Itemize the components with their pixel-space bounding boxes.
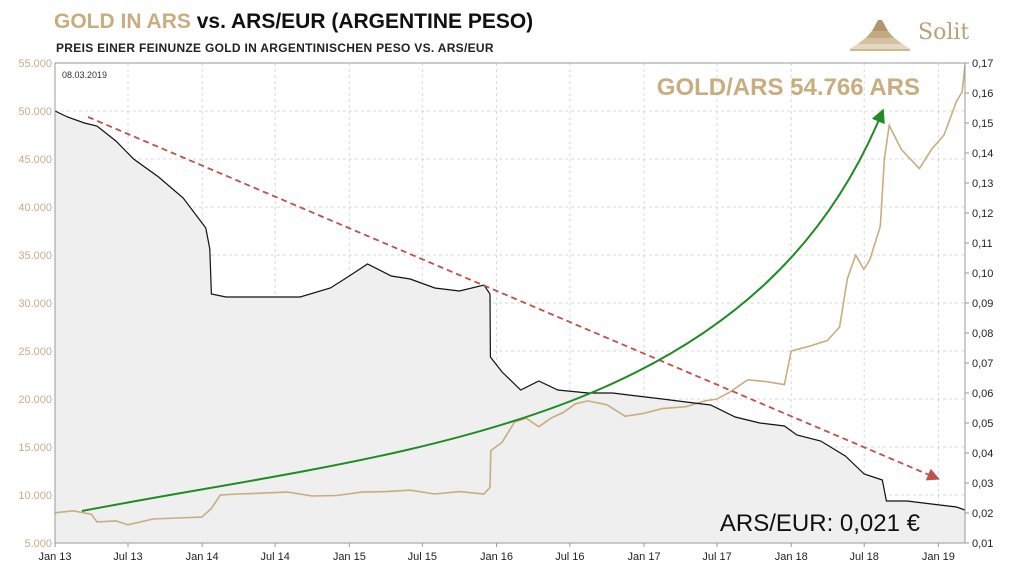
right-tick-label: 0,07 [972,358,993,370]
x-tick-label: Jul 15 [408,551,437,563]
growth-curve-arrow [81,108,885,512]
right-tick-label: 0,10 [972,268,993,280]
x-tick-label: Jan 14 [186,551,219,563]
chart-title: GOLD IN ARS vs. ARS/EUR (ARGENTINE PESO) [54,10,533,34]
logo-text: Solit [918,20,970,45]
date-label: 08.03.2019 [62,70,107,80]
right-tick-label: 0,16 [972,88,993,100]
right-tick-label: 0,02 [972,508,993,520]
x-tick-label: Jul 14 [260,551,289,563]
left-tick-label: 10.000 [18,490,52,502]
ars-eur-line [54,110,966,511]
left-tick-label: 45.000 [18,154,52,166]
chart-title-rest: vs. ARS/EUR (ARGENTINE PESO) [196,10,534,33]
x-tick-label: Jul 18 [850,551,879,563]
right-tick-label: 0,04 [972,448,993,460]
x-axis: Jan 13 Jul 13 Jan 14 Jul 14 Jan 15 Jul 15 Jan … [38,543,955,563]
x-tick-label: Jul 17 [702,551,731,563]
x-tick-label: Jul 13 [113,551,142,563]
pyramid-icon [850,20,910,51]
right-tick-label: 0,03 [972,478,993,490]
right-axis: 0,01 0,02 0,03 0,04 0,05 0,06 0,07 0,08 0,09 0,10… [965,58,993,550]
right-tick-label: 0,13 [972,178,993,190]
downtrend-line [87,116,940,481]
right-tick-label: 0,09 [972,298,993,310]
right-tick-label: 0,08 [972,328,993,340]
ars-eur-area [55,111,965,543]
ars-eur-value-annotation: ARS/EUR: 0,021 € [720,510,921,537]
x-tick-label: Jan 16 [480,551,513,563]
chart-title-gold: GOLD IN ARS [54,10,191,33]
right-tick-label: 0,11 [972,238,993,250]
left-tick-label: 30.000 [18,298,52,310]
left-tick-label: 25.000 [18,346,52,358]
right-tick-label: 0,01 [972,538,993,550]
x-tick-label: Jan 17 [628,551,661,563]
right-tick-label: 0,15 [972,118,993,130]
gold-value-annotation: GOLD/ARS 54.766 ARS [657,74,920,101]
left-tick-label: 50.000 [18,106,52,118]
x-tick-label: Jan 13 [38,551,71,563]
right-tick-label: 0,14 [972,148,993,160]
chart-subtitle: PREIS EINER FEINUNZE GOLD IN ARGENTINISC… [56,41,494,55]
left-tick-label: 15.000 [18,442,52,454]
x-tick-label: Jan 18 [775,551,808,563]
left-tick-label: 40.000 [18,202,52,214]
left-tick-label: 55.000 [18,58,52,70]
x-tick-label: Jan 19 [922,551,955,563]
right-tick-label: 0,12 [972,208,993,220]
right-tick-label: 0,05 [972,418,993,430]
left-tick-label: 20.000 [18,394,52,406]
left-tick-label: 5.000 [24,538,52,550]
left-axis: 5.000 10.000 15.000 20.000 25.000 30.000 35.00… [18,58,52,550]
left-tick-label: 35.000 [18,250,52,262]
gold-ars-line [54,65,966,526]
right-tick-label: 0,17 [972,58,993,70]
x-tick-label: Jul 16 [555,551,584,563]
right-tick-label: 0,06 [972,388,993,400]
x-tick-label: Jan 15 [333,551,366,563]
